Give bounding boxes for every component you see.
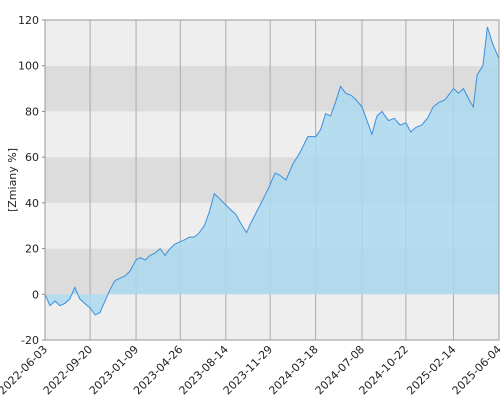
y-tick-label: -20	[21, 334, 39, 347]
y-tick-label: 80	[25, 105, 39, 118]
y-axis-label: [Zmiany %]	[6, 148, 19, 212]
plot-frame	[44, 19, 500, 341]
grid-band	[45, 20, 499, 66]
y-tick-label: 60	[25, 151, 39, 164]
line	[44, 26, 500, 316]
grid-band	[45, 65, 499, 112]
y-tick-label: 0	[32, 288, 39, 301]
y-tick-label: 100	[18, 60, 39, 73]
area	[45, 26, 499, 315]
y-tick-label: 20	[25, 243, 39, 256]
grid-band	[45, 294, 499, 340]
y-tick-label: 120	[18, 14, 39, 27]
y-tick-label: 40	[25, 197, 39, 210]
